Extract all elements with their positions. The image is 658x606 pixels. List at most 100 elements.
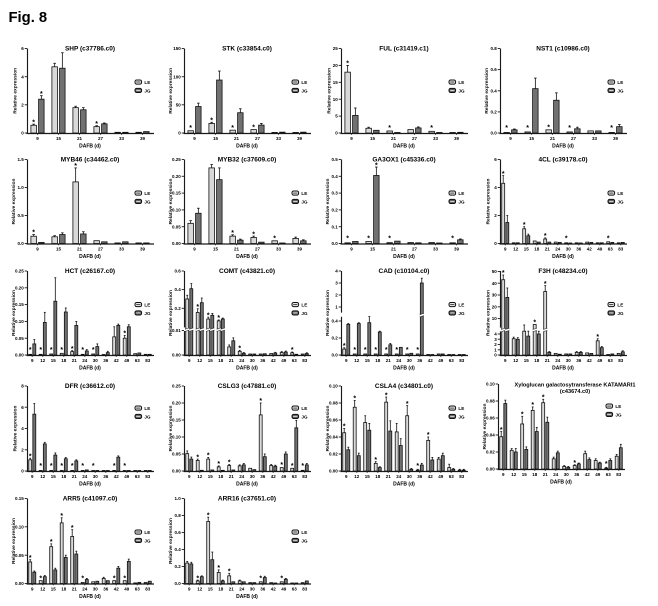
svg-text:0.08: 0.08 xyxy=(329,401,338,406)
svg-text:DAFB (d): DAFB (d) xyxy=(79,482,101,488)
svg-text:0.00: 0.00 xyxy=(172,353,181,358)
svg-text:9: 9 xyxy=(31,358,34,363)
svg-text:*: * xyxy=(388,125,391,132)
svg-text:DAFB (d): DAFB (d) xyxy=(236,366,258,372)
svg-text:*: * xyxy=(81,463,84,470)
svg-text:15: 15 xyxy=(208,358,214,363)
svg-text:12: 12 xyxy=(40,587,46,592)
svg-text:2: 2 xyxy=(494,213,497,218)
svg-text:DAFB (d): DAFB (d) xyxy=(552,254,574,260)
svg-text:30: 30 xyxy=(93,587,99,592)
svg-text:*: * xyxy=(32,230,35,237)
svg-text:*: * xyxy=(346,236,349,243)
svg-text:*: * xyxy=(81,347,84,354)
svg-text:*: * xyxy=(544,281,547,288)
svg-text:12: 12 xyxy=(354,474,360,479)
svg-text:*: * xyxy=(353,347,356,354)
svg-text:DAFB (d): DAFB (d) xyxy=(393,144,415,150)
svg-text:9: 9 xyxy=(193,136,196,141)
svg-text:15: 15 xyxy=(208,587,214,592)
svg-text:*: * xyxy=(343,424,346,431)
svg-text:Relative expression: Relative expression xyxy=(11,518,17,564)
svg-text:1.0: 1.0 xyxy=(175,496,182,501)
svg-text:24: 24 xyxy=(82,358,88,363)
svg-text:CAD (c10104.c0): CAD (c10104.c0) xyxy=(379,268,430,275)
svg-text:83: 83 xyxy=(145,474,151,479)
svg-text:15: 15 xyxy=(51,587,57,592)
svg-text:12: 12 xyxy=(40,474,46,479)
svg-text:63: 63 xyxy=(606,472,612,477)
svg-text:*: * xyxy=(123,463,126,470)
svg-text:GA3OX1 (c45336.c0): GA3OX1 (c45336.c0) xyxy=(372,157,435,164)
svg-text:*: * xyxy=(207,453,210,460)
svg-text:0.3: 0.3 xyxy=(332,191,339,196)
svg-text:30: 30 xyxy=(250,587,256,592)
svg-text:42: 42 xyxy=(114,358,120,363)
svg-text:*: * xyxy=(343,343,346,350)
svg-text:24: 24 xyxy=(555,358,561,363)
svg-text:LE: LE xyxy=(144,302,150,307)
svg-text:24: 24 xyxy=(82,587,88,592)
svg-text:*: * xyxy=(259,398,262,405)
svg-text:*: * xyxy=(374,457,377,464)
svg-text:*: * xyxy=(210,118,213,125)
svg-text:*: * xyxy=(74,163,77,170)
svg-text:0.25: 0.25 xyxy=(172,384,181,389)
svg-text:JG: JG xyxy=(144,199,151,204)
svg-text:Relative expression: Relative expression xyxy=(13,68,19,114)
svg-text:33: 33 xyxy=(276,247,282,252)
svg-text:*: * xyxy=(346,61,349,68)
svg-text:*: * xyxy=(385,347,388,354)
svg-text:15: 15 xyxy=(333,80,339,85)
svg-text:*: * xyxy=(196,304,199,311)
svg-text:6: 6 xyxy=(21,405,24,410)
svg-text:24: 24 xyxy=(553,472,559,477)
svg-text:21: 21 xyxy=(72,587,78,592)
svg-text:24: 24 xyxy=(396,474,402,479)
svg-text:DAFB (d): DAFB (d) xyxy=(236,144,258,150)
svg-text:*: * xyxy=(81,576,84,583)
svg-text:39: 39 xyxy=(140,247,146,252)
svg-text:0: 0 xyxy=(335,131,338,136)
svg-text:0.8: 0.8 xyxy=(175,513,182,518)
svg-text:18: 18 xyxy=(375,358,381,363)
svg-text:DAFB (d): DAFB (d) xyxy=(79,144,101,150)
svg-text:8: 8 xyxy=(21,384,24,389)
svg-text:6: 6 xyxy=(494,157,497,162)
svg-text:40: 40 xyxy=(492,281,498,286)
svg-text:0.1: 0.1 xyxy=(332,224,339,229)
svg-text:DAFB (d): DAFB (d) xyxy=(393,366,415,372)
svg-text:24: 24 xyxy=(239,474,245,479)
svg-text:63: 63 xyxy=(135,587,141,592)
svg-text:0.10: 0.10 xyxy=(172,208,181,213)
svg-text:0.4: 0.4 xyxy=(175,547,182,552)
svg-text:*: * xyxy=(228,569,231,576)
svg-text:0.00: 0.00 xyxy=(172,241,181,246)
svg-text:27: 27 xyxy=(255,247,261,252)
svg-text:*: * xyxy=(542,395,545,402)
svg-text:21: 21 xyxy=(234,136,240,141)
svg-text:36: 36 xyxy=(417,474,423,479)
svg-text:*: * xyxy=(228,460,231,467)
svg-text:15: 15 xyxy=(208,474,214,479)
svg-text:*: * xyxy=(353,396,356,403)
svg-text:0.02: 0.02 xyxy=(486,450,495,455)
svg-text:*: * xyxy=(367,236,370,243)
svg-text:42: 42 xyxy=(585,472,591,477)
svg-text:4: 4 xyxy=(494,332,497,337)
svg-text:JG: JG xyxy=(617,199,624,204)
svg-text:4: 4 xyxy=(494,185,497,190)
svg-text:*: * xyxy=(568,125,571,132)
svg-text:21: 21 xyxy=(386,358,392,363)
svg-text:*: * xyxy=(610,125,613,132)
svg-text:*: * xyxy=(385,392,388,399)
svg-text:2: 2 xyxy=(335,293,338,298)
svg-text:0.0: 0.0 xyxy=(18,241,25,246)
svg-text:0.05: 0.05 xyxy=(15,553,24,558)
svg-text:*: * xyxy=(533,319,536,326)
svg-text:1.5: 1.5 xyxy=(18,157,25,162)
svg-text:*: * xyxy=(189,125,192,132)
svg-text:JG: JG xyxy=(301,538,308,543)
svg-text:0.10: 0.10 xyxy=(486,382,495,387)
svg-text:39: 39 xyxy=(297,247,303,252)
